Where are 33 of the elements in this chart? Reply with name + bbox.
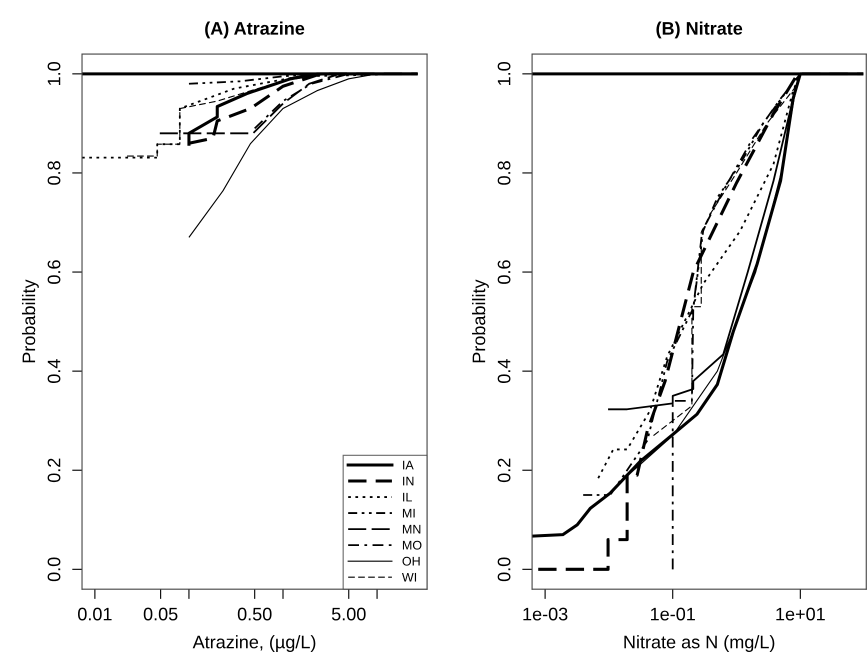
y-axis-title: Probability <box>472 279 489 362</box>
x-tick-label: 1e+01 <box>776 608 825 620</box>
y-tick-label: 0.2 <box>48 458 60 482</box>
y-tick-label: 0.4 <box>498 359 510 383</box>
x-axis-title: Atrazine, (µg/L) <box>192 635 316 652</box>
x-tick-label: 1e-01 <box>651 608 695 620</box>
x-tick-label: 1e-03 <box>523 608 568 620</box>
y-tick-label: 0.8 <box>498 161 510 185</box>
legend-label: MN <box>402 524 420 534</box>
y-tick-label: 0.0 <box>498 557 510 582</box>
y-tick-label: 1.0 <box>48 62 60 86</box>
x-axis-title: Nitrate as N (mg/L) <box>624 635 774 652</box>
x-tick-label: 0.50 <box>238 608 272 620</box>
y-tick-label: 0.0 <box>48 557 60 582</box>
legend-label: MI <box>402 508 415 518</box>
legend-label: IL <box>403 492 412 502</box>
x-tick-label: 0.05 <box>144 608 178 620</box>
chart-title: (B) Nitrate <box>656 22 742 38</box>
x-tick-label: 5.00 <box>332 608 366 620</box>
y-tick-label: 0.2 <box>498 458 510 482</box>
legend-label: IN <box>403 476 414 486</box>
x-tick-label: 0.01 <box>78 608 112 620</box>
y-tick-label: 0.8 <box>48 161 60 185</box>
legend-label: WI <box>402 572 416 582</box>
y-tick-label: 0.6 <box>48 260 60 284</box>
chart-title: (A) Atrazine <box>205 22 304 38</box>
y-tick-label: 0.4 <box>48 359 60 383</box>
legend-label: IA <box>403 460 414 470</box>
y-tick-label: 1.0 <box>498 62 510 86</box>
legend-label: OH <box>402 556 420 566</box>
legend-label: MO <box>402 540 422 550</box>
y-axis-title: Probability <box>22 279 39 362</box>
y-tick-label: 0.6 <box>498 260 510 284</box>
